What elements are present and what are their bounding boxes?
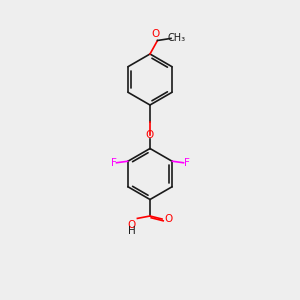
Text: CH₃: CH₃ bbox=[167, 33, 185, 43]
Text: O: O bbox=[152, 29, 160, 39]
Text: O: O bbox=[164, 214, 173, 224]
Text: O: O bbox=[146, 130, 154, 140]
Text: O: O bbox=[127, 220, 136, 230]
Text: F: F bbox=[111, 158, 116, 168]
Text: H: H bbox=[128, 226, 136, 236]
Text: F: F bbox=[184, 158, 189, 168]
